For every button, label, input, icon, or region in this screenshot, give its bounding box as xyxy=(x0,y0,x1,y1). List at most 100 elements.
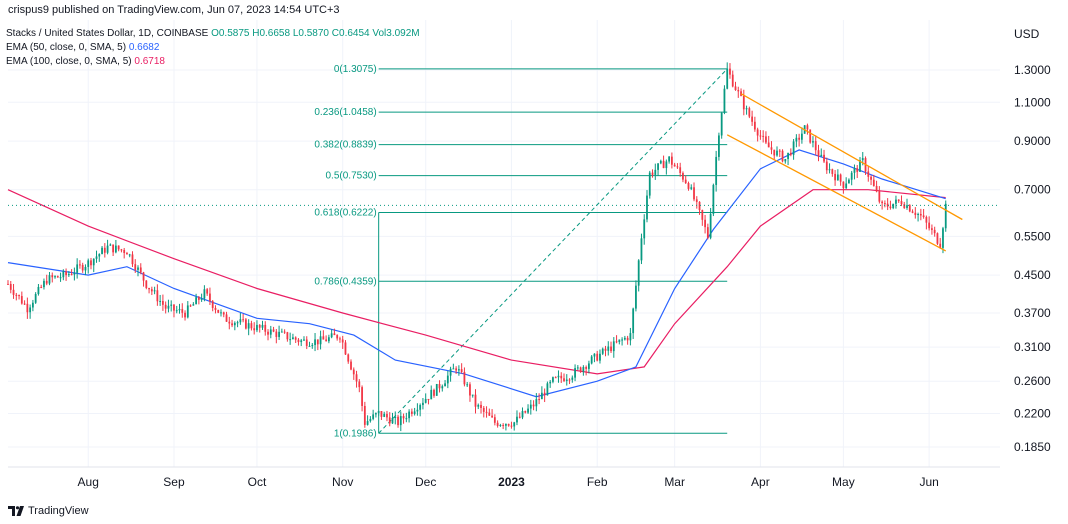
candle-body xyxy=(554,377,557,379)
candle-body xyxy=(211,301,214,308)
candle-body xyxy=(408,411,410,419)
ema50-value: 0.6682 xyxy=(128,42,160,53)
candle-body xyxy=(632,308,635,334)
chart-grid xyxy=(8,20,1000,467)
candle-body xyxy=(870,176,872,180)
candle-body xyxy=(861,158,864,161)
candle-body xyxy=(419,405,422,410)
candle-body xyxy=(806,125,809,130)
ema100-legend[interactable]: EMA (100, close, 0, SMA, 5) 0.6718 xyxy=(6,55,420,69)
symbol-row: Stacks / United States Dollar, 1D, COINB… xyxy=(6,27,420,41)
candle-body xyxy=(355,374,358,382)
candle-body xyxy=(37,286,40,295)
candle-body xyxy=(931,228,933,230)
fib-level-label: 0(1.3075) xyxy=(334,64,377,75)
candle-body xyxy=(651,172,654,175)
candle-body xyxy=(106,245,109,253)
candle-body xyxy=(579,367,582,372)
candle-body xyxy=(466,384,469,386)
fibonacci-retracement[interactable]: 0(1.3075) 0.236(1.0458) 0.382(0.8839) 0.5(0… xyxy=(314,64,728,439)
candle-body xyxy=(886,203,889,207)
candle-body xyxy=(167,305,170,309)
x-tick-label: Dec xyxy=(415,475,436,489)
candle-body xyxy=(621,339,623,341)
candle-body xyxy=(264,324,267,332)
candle-body xyxy=(128,254,131,256)
candle-body xyxy=(123,249,126,254)
candle-body xyxy=(463,371,466,385)
candle-body xyxy=(588,363,590,369)
candle-body xyxy=(729,68,731,75)
candle-body xyxy=(294,337,297,340)
candle-body xyxy=(745,108,748,110)
candle-body xyxy=(742,95,745,110)
candle-body xyxy=(297,339,300,343)
volume-value: Vol3.092M xyxy=(372,28,420,39)
candle-body xyxy=(626,337,629,341)
candle-body xyxy=(491,415,493,418)
candle-body xyxy=(402,416,405,419)
candle-body xyxy=(670,156,673,165)
chart-legend: Stacks / United States Dollar, 1D, COINB… xyxy=(6,27,420,69)
candle-body xyxy=(734,86,737,91)
candle-body xyxy=(386,413,388,418)
candle-body xyxy=(623,337,626,340)
candle-body xyxy=(391,417,394,424)
candle-body xyxy=(712,184,715,214)
candle-body xyxy=(175,310,178,312)
time-axis[interactable]: Aug Sep Oct Nov Dec 2023 Feb Mar Apr May Jun xyxy=(8,466,1000,489)
candle-body xyxy=(67,274,70,276)
candle-body xyxy=(48,275,51,284)
candle-body xyxy=(914,212,917,216)
candle-body xyxy=(615,341,618,343)
candle-body xyxy=(40,286,43,288)
candle-body xyxy=(339,338,341,340)
candle-body xyxy=(250,323,253,329)
currency-label[interactable]: USD xyxy=(1014,27,1040,41)
candle-body xyxy=(336,335,339,339)
candle-body xyxy=(59,277,62,279)
candle-body xyxy=(753,121,756,130)
ema-50-line xyxy=(7,149,946,398)
candle-body xyxy=(740,91,742,96)
candle-body xyxy=(416,409,419,412)
candle-body xyxy=(446,375,449,384)
candle-body xyxy=(380,411,383,417)
candle-body xyxy=(261,324,264,328)
candle-body xyxy=(610,346,612,352)
candle-body xyxy=(15,294,18,296)
candle-body xyxy=(859,160,861,172)
candle-body xyxy=(471,394,474,396)
candle-body xyxy=(723,88,726,113)
candle-body xyxy=(162,301,164,305)
candle-body xyxy=(726,68,729,89)
candle-body xyxy=(590,356,593,364)
candle-body xyxy=(662,160,665,169)
candle-body xyxy=(303,339,305,341)
candle-body xyxy=(333,333,336,336)
candle-body xyxy=(836,174,839,181)
x-tick-label: Jun xyxy=(919,475,938,489)
candle-body xyxy=(73,272,76,275)
candle-body xyxy=(220,312,222,314)
candle-body xyxy=(825,161,828,171)
candle-body xyxy=(936,233,939,244)
candle-body xyxy=(9,284,12,290)
candle-body xyxy=(131,254,134,265)
candle-body xyxy=(137,267,139,270)
ema50-legend[interactable]: EMA (50, close, 0, SMA, 5) 0.6682 xyxy=(6,41,420,55)
fib-level-label: 0.236(1.0458) xyxy=(314,107,376,118)
candle-body xyxy=(516,416,518,423)
candle-body xyxy=(823,154,825,162)
candle-body xyxy=(640,238,643,261)
candle-body xyxy=(928,222,931,229)
descending-channel[interactable] xyxy=(726,93,963,252)
candle-body xyxy=(449,368,452,376)
price-axis[interactable]: 1.3000 1.1000 0.9000 0.7000 0.5500 0.4500 0.37… xyxy=(1000,20,1068,467)
candle-body xyxy=(292,337,294,340)
candle-body xyxy=(883,203,886,205)
symbol-title[interactable]: Stacks / United States Dollar, 1D, COINB… xyxy=(6,28,209,39)
candle-body xyxy=(217,309,220,313)
candle-body xyxy=(441,386,444,389)
